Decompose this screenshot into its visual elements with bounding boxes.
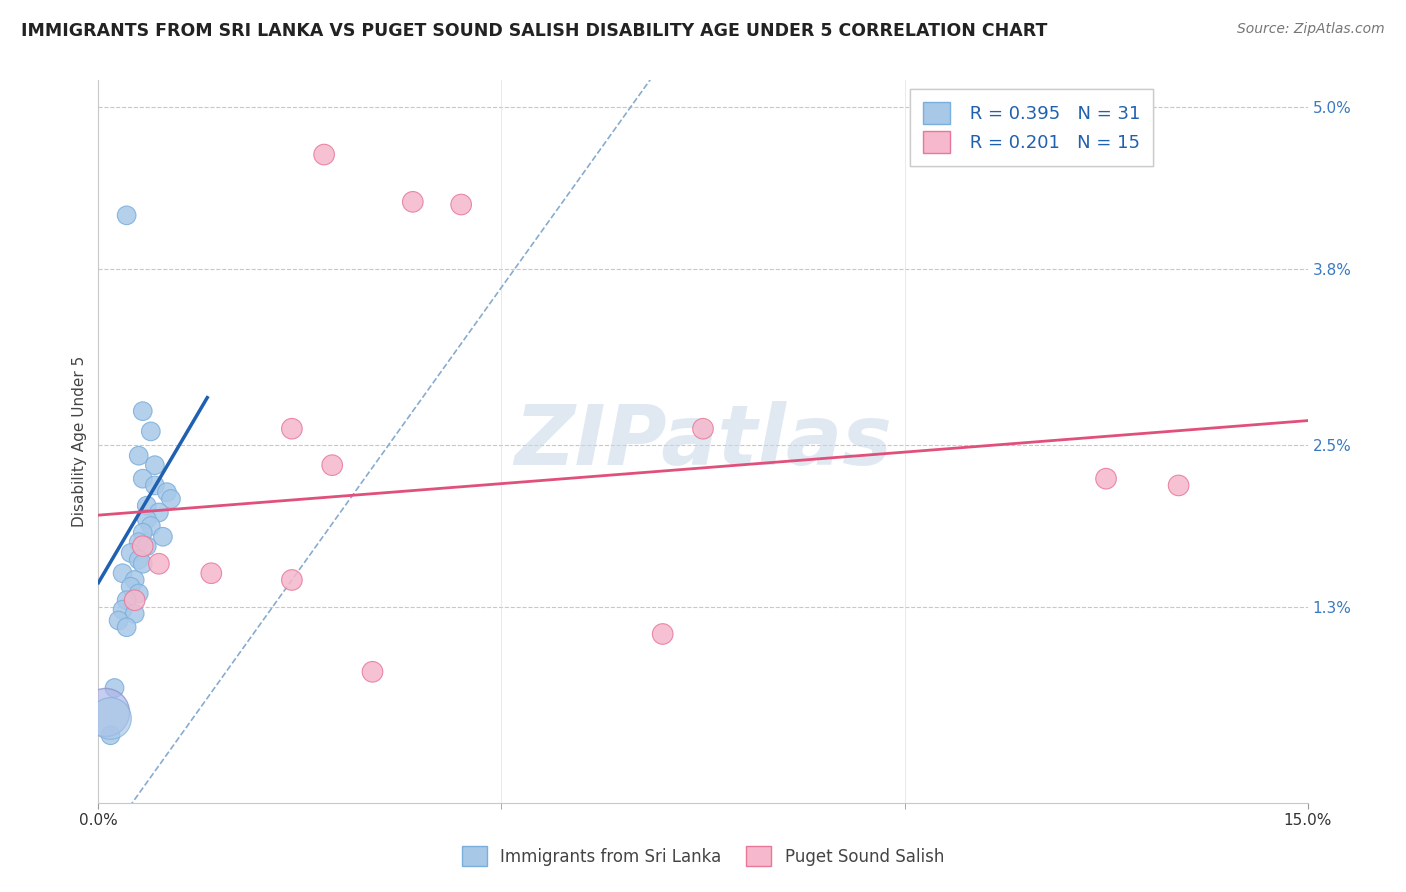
Point bbox=[132, 404, 155, 418]
Text: ZIPatlas: ZIPatlas bbox=[515, 401, 891, 482]
Point bbox=[200, 566, 222, 581]
Point bbox=[98, 711, 121, 725]
Point bbox=[115, 620, 138, 634]
Point bbox=[115, 208, 138, 222]
Legend: Immigrants from Sri Lanka, Puget Sound Salish: Immigrants from Sri Lanka, Puget Sound S… bbox=[454, 838, 952, 875]
Point bbox=[128, 586, 150, 600]
Point bbox=[120, 580, 142, 594]
Legend:  R = 0.395   N = 31,  R = 0.201   N = 15: R = 0.395 N = 31, R = 0.201 N = 15 bbox=[910, 89, 1153, 166]
Point bbox=[361, 665, 384, 679]
Text: IMMIGRANTS FROM SRI LANKA VS PUGET SOUND SALISH DISABILITY AGE UNDER 5 CORRELATI: IMMIGRANTS FROM SRI LANKA VS PUGET SOUND… bbox=[21, 22, 1047, 40]
Point bbox=[1095, 472, 1118, 486]
Point bbox=[139, 519, 162, 533]
Point bbox=[124, 573, 146, 587]
Point bbox=[160, 491, 183, 506]
Point bbox=[132, 557, 155, 571]
Point bbox=[94, 706, 117, 720]
Point bbox=[402, 194, 425, 209]
Point bbox=[132, 525, 155, 540]
Point bbox=[450, 197, 472, 211]
Point bbox=[314, 147, 336, 161]
Point bbox=[132, 539, 155, 553]
Point bbox=[103, 681, 125, 695]
Point bbox=[120, 546, 142, 560]
Point bbox=[111, 602, 134, 616]
Point bbox=[128, 449, 150, 463]
Point bbox=[128, 552, 150, 566]
Point bbox=[148, 557, 170, 571]
Y-axis label: Disability Age Under 5: Disability Age Under 5 bbox=[72, 356, 87, 527]
Point bbox=[124, 593, 146, 607]
Point bbox=[100, 728, 122, 742]
Point bbox=[148, 505, 170, 519]
Point bbox=[135, 499, 157, 513]
Text: Source: ZipAtlas.com: Source: ZipAtlas.com bbox=[1237, 22, 1385, 37]
Point bbox=[115, 593, 138, 607]
Point bbox=[132, 472, 155, 486]
Point bbox=[135, 539, 157, 553]
Point bbox=[124, 607, 146, 621]
Point bbox=[1167, 478, 1189, 492]
Point bbox=[651, 627, 673, 641]
Point bbox=[128, 535, 150, 549]
Point bbox=[152, 530, 174, 544]
Point bbox=[135, 512, 157, 526]
Point bbox=[107, 614, 129, 628]
Point bbox=[281, 573, 304, 587]
Point bbox=[111, 566, 134, 581]
Point bbox=[281, 422, 304, 436]
Point bbox=[143, 458, 166, 472]
Point bbox=[156, 485, 179, 500]
Point bbox=[143, 478, 166, 492]
Point bbox=[692, 422, 714, 436]
Point bbox=[139, 425, 162, 439]
Point bbox=[321, 458, 343, 472]
